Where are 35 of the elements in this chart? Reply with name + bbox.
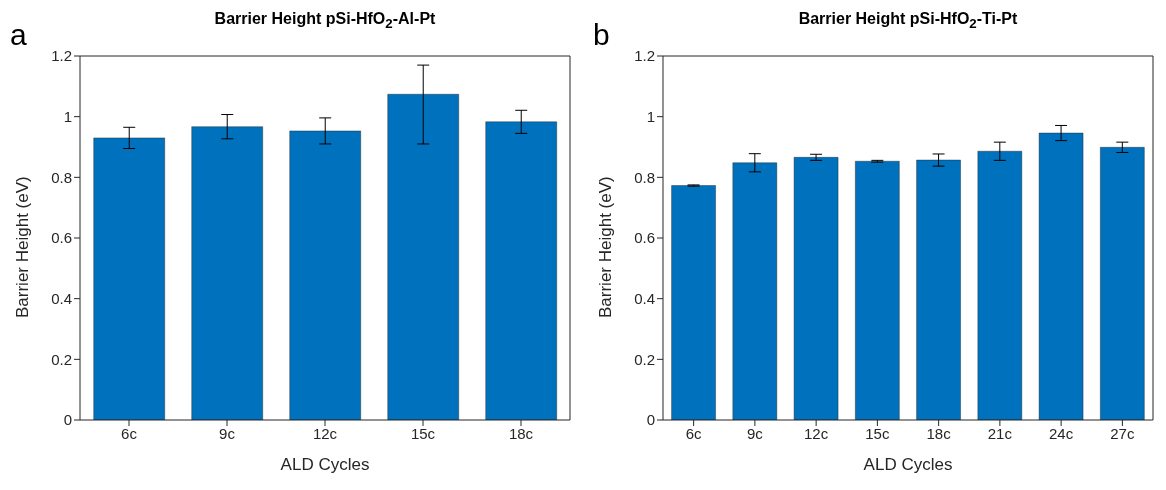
y-tick-label: 1.2 (51, 47, 72, 65)
x-tick-label: 6c (121, 424, 138, 442)
x-axis-title: ALD Cycles (863, 455, 953, 474)
x-tick-label: 9c (219, 424, 236, 442)
y-axis-title: Barrier Height (eV) (13, 176, 33, 318)
y-tick-label: 0.4 (634, 289, 655, 307)
y-tick-label: 0.8 (51, 168, 72, 186)
y-axis-title: Barrier Height (eV) (596, 176, 616, 318)
x-tick-label: 9c (746, 424, 764, 442)
x-tick-label: 6c (685, 424, 703, 442)
x-tick-label: 12c (804, 424, 829, 442)
x-tick-label: 18c (926, 424, 952, 442)
text: a (10, 18, 27, 51)
x-tick-label: 15c (865, 424, 890, 442)
x-tick-label: 21c (987, 424, 1013, 442)
x-axis-title: ALD Cycles (280, 455, 370, 474)
x-tick-label: 27c (1110, 424, 1135, 442)
y-tick-label: 1.2 (634, 47, 655, 65)
y-tick-label: 0 (63, 411, 72, 429)
text: b (593, 18, 610, 51)
y-tick-label: 0 (646, 411, 655, 429)
x-tick-label: 12c (312, 424, 338, 442)
x-tick-label: 15c (410, 424, 436, 442)
y-tick-label: 1 (63, 107, 72, 125)
y-tick-label: 1 (646, 107, 655, 125)
y-tick-label: 0.6 (51, 229, 72, 247)
y-tick-label: 0.8 (634, 168, 655, 186)
chart-title: Barrier Height pSi-HfO$_{2}$-Ti-Pt (797, 10, 1019, 32)
y-tick-label: 0.6 (634, 229, 655, 247)
y-tick-label: 0.4 (51, 289, 72, 307)
x-tick-label: 24c (1049, 424, 1074, 442)
y-tick-label: 0.2 (634, 350, 655, 368)
x-tick-label: 18c (508, 424, 534, 442)
chart-title: Barrier Height pSi-HfO$_{2}$-Al-Pt (213, 10, 437, 32)
y-tick-label: 0.2 (51, 350, 72, 368)
